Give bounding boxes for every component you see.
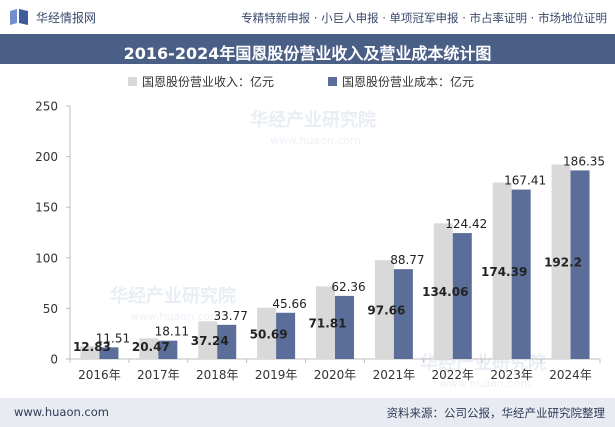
revenue-bar-7 (492, 182, 512, 359)
cost-value-label-0: 11.51 (96, 331, 130, 345)
cost-value-label-7: 167.41 (504, 174, 546, 188)
cost-bar-6 (452, 233, 472, 359)
site-logo[interactable]: 华经情报网 (8, 8, 96, 26)
y-tick-label-3: 150 (35, 201, 58, 215)
cost-value-label-1: 18.11 (155, 325, 189, 339)
revenue-value-label-4: 71.81 (309, 317, 347, 331)
revenue-value-label-5: 97.66 (367, 304, 405, 318)
cost-value-label-5: 88.77 (390, 253, 424, 267)
legend-label-0: 国恩股份营业收入：亿元 (142, 74, 274, 89)
cost-bar-4 (335, 295, 354, 359)
revenue-bar-6 (433, 223, 453, 359)
y-tick-label-5: 250 (35, 100, 58, 114)
cost-bar-5 (393, 269, 413, 359)
watermark-en-0: www.huaon.com (270, 134, 361, 147)
cost-value-label-8: 186.35 (563, 154, 605, 168)
revenue-value-label-2: 37.24 (191, 334, 229, 348)
cost-value-label-4: 62.36 (331, 280, 365, 294)
x-tick-label-7: 2023年 (490, 368, 533, 382)
cost-bar-1 (158, 340, 178, 359)
x-tick-label-8: 2024年 (549, 368, 592, 382)
bar-chart: 华经产业研究院 www.huaon.com 华经产业研究院 www.huaon.com… (35, 74, 605, 390)
revenue-value-label-6: 134.06 (422, 285, 468, 299)
y-tick-label-1: 50 (43, 302, 58, 316)
cost-bar-0 (99, 347, 119, 359)
watermark-en-1: www.huaon.com (130, 310, 221, 323)
revenue-value-label-1: 20.47 (132, 340, 170, 354)
revenue-value-label-8: 192.2 (544, 256, 582, 270)
revenue-bar-3 (257, 307, 277, 359)
cost-bar-8 (570, 170, 590, 359)
revenue-value-label-7: 174.39 (481, 265, 527, 279)
title-bar: 2016-2024年国恩股份营业收入及营业成本统计图 (0, 34, 615, 64)
revenue-bar-8 (551, 164, 571, 359)
legend-swatch-1 (328, 77, 337, 86)
y-tick-label-0: 0 (50, 353, 58, 367)
revenue-value-label-3: 50.69 (250, 327, 288, 341)
watermark-en-2: www.huaon.com (440, 377, 531, 390)
revenue-bar-5 (374, 260, 394, 359)
y-tick-label-4: 200 (35, 150, 58, 164)
footer-website[interactable]: www.huaon.com (14, 405, 109, 419)
x-tick-label-2: 2018年 (196, 368, 239, 382)
watermark-layer: 华经产业研究院 www.huaon.com 华经产业研究院 www.huaon.com… (110, 109, 546, 390)
top-bar: 华经情报网 专精特新申报 · 小巨人申报 · 单项冠军申报 · 市占率证明 · … (0, 0, 615, 35)
revenue-bar-0 (80, 346, 100, 359)
footer-bar: www.huaon.com 资料来源：公司公报，华经产业研究院整理 (0, 398, 615, 427)
x-tick-label-3: 2019年 (255, 368, 298, 382)
watermark-cn-0: 华经产业研究院 (250, 109, 376, 131)
cost-bar-7 (511, 189, 531, 359)
legend-label-1: 国恩股份营业成本：亿元 (342, 74, 474, 89)
logo-text: 华经情报网 (36, 10, 97, 25)
cost-bar-2 (217, 324, 237, 359)
huajing-logo-icon (10, 9, 28, 25)
chart-title: 2016-2024年国恩股份营业收入及营业成本统计图 (123, 44, 492, 63)
x-tick-label-4: 2020年 (314, 368, 357, 382)
legend-swatch-0 (128, 77, 137, 86)
revenue-bar-4 (316, 286, 335, 359)
cost-value-label-3: 45.66 (272, 297, 306, 311)
revenue-bar-2 (198, 321, 218, 359)
footer-source: 资料来源：公司公报，华经产业研究院整理 (386, 406, 606, 420)
revenue-bar-1 (139, 338, 159, 359)
x-tick-label-5: 2021年 (373, 368, 416, 382)
x-tick-label-6: 2022年 (432, 368, 475, 382)
cost-value-label-2: 33.77 (214, 309, 248, 323)
revenue-value-label-0: 12.83 (73, 340, 111, 354)
service-links[interactable]: 专精特新申报 · 小巨人申报 · 单项冠军申报 · 市占率证明 · 市场地位证明 (241, 11, 607, 25)
chart-bars (80, 164, 590, 359)
chart-legend: 国恩股份营业收入：亿元 国恩股份营业成本：亿元 (128, 74, 474, 89)
x-tick-label-0: 2016年 (78, 368, 121, 382)
cost-value-label-6: 124.42 (445, 217, 487, 231)
watermark-cn-1: 华经产业研究院 (110, 285, 236, 307)
x-tick-label-1: 2017年 (137, 368, 180, 382)
cost-bar-3 (276, 312, 296, 359)
y-tick-label-2: 100 (35, 251, 58, 265)
